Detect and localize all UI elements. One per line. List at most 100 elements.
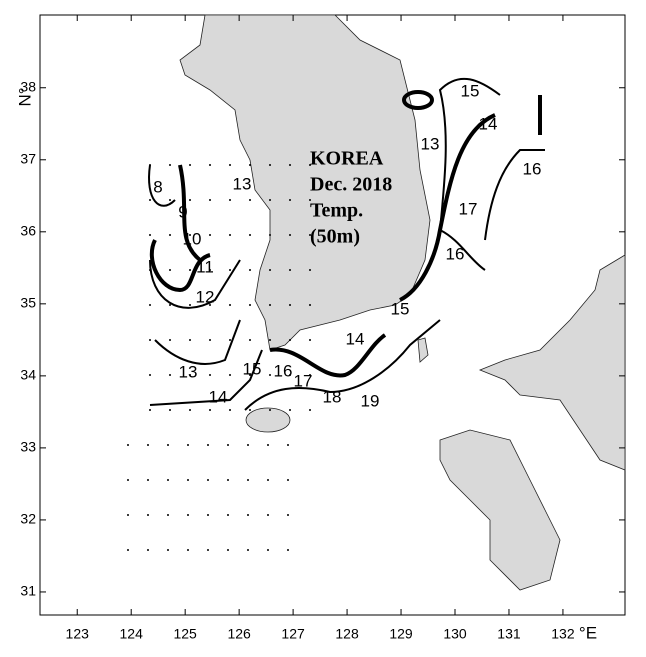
x-tick-label: 126 [227, 626, 251, 642]
title-line: Temp. [310, 200, 363, 222]
x-tick-label: 132 [551, 626, 575, 642]
station-dot [269, 234, 271, 236]
contour-label: 16 [446, 244, 465, 263]
station-dot [229, 269, 231, 271]
station-dot [249, 339, 251, 341]
contour-label: 14 [209, 387, 228, 406]
x-tick-label: 125 [173, 626, 197, 642]
station-dot [269, 409, 271, 411]
title-line: Dec. 2018 [310, 174, 392, 196]
station-dot [289, 164, 291, 166]
y-tick-label: 36 [20, 223, 36, 239]
station-dot [169, 409, 171, 411]
contour-label: 19 [361, 391, 380, 410]
station-dot [209, 269, 211, 271]
tsushima-island [417, 337, 429, 363]
station-dot [149, 269, 151, 271]
station-dot [289, 269, 291, 271]
contour-line [439, 229, 486, 271]
y-tick-label: 31 [20, 583, 36, 599]
station-dot [167, 444, 169, 446]
station-dot [249, 234, 251, 236]
station-dot [189, 164, 191, 166]
x-tick-label: 123 [66, 626, 90, 642]
station-dot [267, 479, 269, 481]
station-dot [209, 339, 211, 341]
station-dot [269, 199, 271, 201]
station-dot [189, 269, 191, 271]
station-dot [209, 234, 211, 236]
station-dot [309, 269, 311, 271]
station-dot [169, 304, 171, 306]
x-tick-label: 129 [389, 626, 413, 642]
station-dot [149, 339, 151, 341]
station-dot [227, 514, 229, 516]
contour-line [269, 333, 387, 378]
station-dot [267, 549, 269, 551]
station-dot [249, 304, 251, 306]
x-tick-label: 130 [443, 626, 467, 642]
contour-label: 15 [391, 299, 410, 318]
station-dot [167, 514, 169, 516]
contour-line [154, 319, 241, 365]
station-dot [229, 199, 231, 201]
station-dot [249, 374, 251, 376]
station-dot [289, 409, 291, 411]
station-dot [289, 374, 291, 376]
contour-line [149, 239, 211, 293]
contour-line [148, 164, 176, 207]
station-dot [149, 234, 151, 236]
station-dot [209, 409, 211, 411]
station-dot [229, 234, 231, 236]
station-dot [169, 164, 171, 166]
station-dot [149, 164, 151, 166]
contour-label: 11 [196, 257, 214, 276]
station-dot [127, 514, 129, 516]
station-dot [247, 479, 249, 481]
station-dot [209, 374, 211, 376]
station-dot [287, 514, 289, 516]
station-dot [167, 549, 169, 551]
contour-label: 15 [243, 359, 262, 378]
x-tick-label: 131 [497, 626, 521, 642]
station-dot [249, 409, 251, 411]
station-dot [209, 164, 211, 166]
station-dot [149, 199, 151, 201]
contour-label: 8 [153, 177, 162, 196]
station-dot [309, 199, 311, 201]
x-tick-label: 124 [120, 626, 144, 642]
y-tick-label: 32 [20, 511, 36, 527]
station-dot [287, 479, 289, 481]
contour-label: 18 [323, 387, 342, 406]
contour-line [244, 319, 441, 411]
contour-label: 17 [294, 371, 313, 390]
station-dot [247, 514, 249, 516]
contour-label: 9 [178, 202, 187, 221]
station-dot [229, 409, 231, 411]
station-dot [269, 164, 271, 166]
station-dot [227, 549, 229, 551]
station-dot [209, 199, 211, 201]
station-dot [189, 234, 191, 236]
contour-label: 16 [274, 361, 293, 380]
contour-label: 13 [421, 134, 440, 153]
station-dot [269, 269, 271, 271]
station-dot [227, 479, 229, 481]
station-dot [247, 444, 249, 446]
station-dot [309, 409, 311, 411]
station-dot [127, 549, 129, 551]
station-dot [209, 304, 211, 306]
station-dot [149, 304, 151, 306]
station-dot [229, 339, 231, 341]
station-dot [207, 549, 209, 551]
contour-label: 14 [346, 329, 365, 348]
station-dot [249, 199, 251, 201]
station-dot [267, 444, 269, 446]
station-dot [147, 549, 149, 551]
contour-line [149, 349, 263, 406]
contour-line [402, 90, 434, 110]
jeju-island [245, 407, 291, 433]
station-dot [169, 269, 171, 271]
honshu-land [478, 254, 626, 471]
